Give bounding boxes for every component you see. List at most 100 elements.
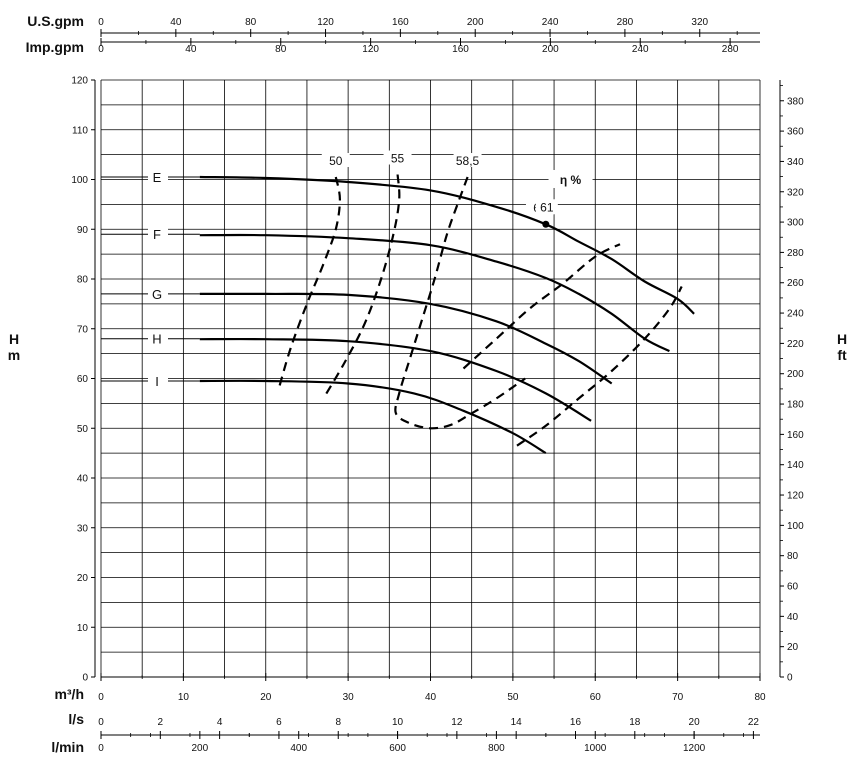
head-ft-tick-label: 120 [787,491,804,502]
impgpm-tick-label: 280 [722,44,739,55]
head-ft-tick-label: 300 [787,218,804,229]
efficiency-curve-58,5 [394,176,526,430]
impgpm-tick-label: 0 [98,44,104,55]
head-ft-tick-label: 360 [787,127,804,138]
m3h-tick-label: 0 [98,692,104,703]
ls-tick-label: 0 [98,717,104,728]
impgpm-tick-label: 40 [185,44,197,55]
usgpm-axis-label: U.S.gpm [27,13,84,29]
m3h-tick-label: 40 [425,692,437,703]
head-m-tick-label: 60 [77,374,89,385]
head-ft-tick-label: 220 [787,339,804,350]
head-m-tick-label: 80 [77,275,89,286]
head-ft-tick-label: 20 [787,642,799,653]
lmin-tick-label: 600 [389,743,406,754]
m3h-tick-label: 20 [260,692,272,703]
m3h-tick-label: 70 [672,692,684,703]
efficiency-curve-60 [462,243,621,370]
efficiency-label-50: 50 [329,154,343,168]
head-ft-tick-label: 40 [787,612,799,623]
head-ft-tick-label: 260 [787,278,804,289]
ls-axis-label: l/s [68,711,84,727]
curve-label-H: H [152,332,161,347]
curve-label-G: G [152,287,162,302]
axes: 0102030405060708090100110120Hm0204060801… [8,13,847,755]
pump-curves: E F G H I [101,169,695,455]
ls-tick-label: 18 [629,717,641,728]
best-point-label-bg [535,199,558,215]
head-m-axis-unit: m [8,347,20,363]
head-ft-axis-label: H [837,331,847,347]
m3h-tick-label: 10 [178,692,190,703]
curve-label-I: I [155,374,159,389]
head-ft-tick-label: 380 [787,96,804,107]
pump-curve-F [199,233,670,353]
curve-label-bg [148,330,168,347]
curve-label-bg [148,226,168,243]
head-ft-tick-label: 180 [787,400,804,411]
efficiency-curve-unlabeled-4 [516,285,683,447]
efficiency-label-55: 55 [391,152,405,166]
usgpm-tick-label: 280 [617,17,634,28]
lmin-tick-label: 0 [98,743,104,754]
head-ft-axis-unit: ft [837,347,847,363]
head-m-tick-label: 10 [77,623,89,634]
usgpm-tick-label: 160 [392,17,409,28]
head-ft-tick-label: 340 [787,157,804,168]
best-efficiency-point [542,220,550,228]
efficiency-curve-50 [277,176,342,392]
ls-tick-label: 10 [392,717,404,728]
ls-tick-label: 20 [689,717,701,728]
curve-label-E: E [153,170,162,185]
ls-tick-label: 8 [335,717,341,728]
usgpm-tick-label: 40 [170,17,182,28]
impgpm-tick-label: 80 [275,44,287,55]
m3h-axis-label: m³/h [54,686,84,702]
pump-curve-H [199,337,592,422]
lmin-tick-label: 1000 [584,743,607,754]
m3h-tick-label: 60 [590,692,602,703]
impgpm-axis-label: Imp.gpm [26,39,84,55]
efficiency-label-bg [453,153,482,168]
head-ft-tick-label: 240 [787,309,804,320]
head-ft-tick-label: 60 [787,582,799,593]
head-ft-tick-label: 0 [787,673,793,684]
efficiency-label-bg [321,153,350,168]
usgpm-tick-label: 120 [317,17,334,28]
head-m-tick-label: 120 [71,76,88,87]
head-ft-tick-label: 200 [787,369,804,380]
impgpm-tick-label: 240 [632,44,649,55]
efficiency-label-bg [383,150,412,165]
head-ft-tick-label: 160 [787,430,804,441]
efficiency-label-58,5: 58,5 [456,154,480,168]
head-ft-tick-label: 320 [787,187,804,198]
usgpm-tick-label: 80 [245,17,257,28]
best-point-label: 61 [540,200,554,214]
ls-tick-label: 14 [511,717,523,728]
head-m-tick-label: 90 [77,225,89,236]
efficiency-symbol-label: η % [560,173,582,187]
grid [100,79,761,678]
head-m-tick-label: 30 [77,523,89,534]
ls-tick-label: 6 [276,717,282,728]
curve-label-bg [148,169,168,186]
head-ft-tick-label: 80 [787,551,799,562]
m3h-tick-label: 80 [754,692,766,703]
lmin-tick-label: 400 [290,743,307,754]
head-m-tick-label: 70 [77,324,89,335]
pump-curve-E [199,175,695,315]
ls-tick-label: 12 [451,717,463,728]
head-m-tick-label: 20 [77,573,89,584]
head-m-tick-label: 40 [77,474,89,485]
m3h-tick-label: 50 [507,692,519,703]
curve-label-F: F [153,227,161,242]
lmin-tick-label: 1200 [683,743,706,754]
m3h-tick-label: 30 [343,692,355,703]
ls-tick-label: 2 [158,717,164,728]
head-m-tick-label: 0 [82,673,88,684]
head-m-tick-label: 50 [77,424,89,435]
ls-tick-label: 16 [570,717,582,728]
ls-tick-label: 4 [217,717,223,728]
